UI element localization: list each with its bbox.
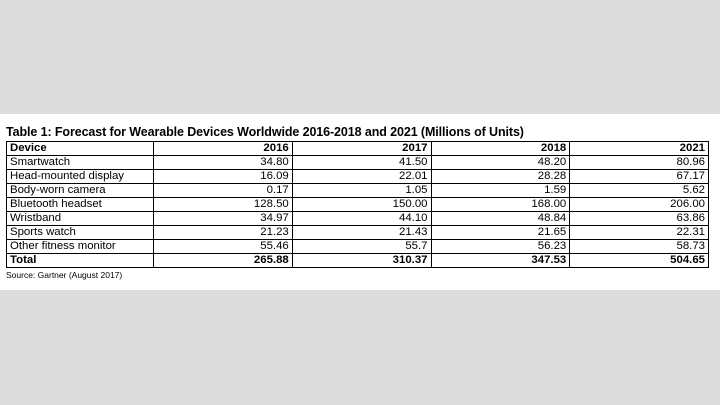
value-2021: 80.96 <box>569 155 709 170</box>
forecast-table: Device 2016 2017 2018 2021 Smartwatch 34… <box>6 141 709 268</box>
value-2021: 206.00 <box>569 197 709 212</box>
device-name: Other fitness monitor <box>6 239 154 254</box>
value-2018: 48.20 <box>430 155 571 170</box>
value-2017: 55.7 <box>291 239 432 254</box>
device-name: Bluetooth headset <box>6 197 154 212</box>
total-2016: 265.88 <box>153 253 293 268</box>
value-2016: 16.09 <box>153 169 293 184</box>
total-label: Total <box>6 253 154 268</box>
value-2017: 21.43 <box>291 225 432 240</box>
value-2016: 34.80 <box>153 155 293 170</box>
value-2017: 150.00 <box>291 197 432 212</box>
device-name: Smartwatch <box>6 155 154 170</box>
value-2021: 22.31 <box>569 225 709 240</box>
table-row: Bluetooth headset 128.50 150.00 168.00 2… <box>6 197 709 212</box>
device-name: Body-worn camera <box>6 183 154 198</box>
value-2016: 34.97 <box>153 211 293 226</box>
total-2021: 504.65 <box>569 253 709 268</box>
device-name: Head-mounted display <box>6 169 154 184</box>
header-2021: 2021 <box>569 141 709 156</box>
table-row: Sports watch 21.23 21.43 21.65 22.31 <box>6 225 709 240</box>
value-2017: 44.10 <box>291 211 432 226</box>
table-caption: Table 1: Forecast for Wearable Devices W… <box>6 125 524 139</box>
value-2018: 168.00 <box>430 197 571 212</box>
header-2017: 2017 <box>291 141 432 156</box>
source-note: Source: Gartner (August 2017) <box>6 270 123 280</box>
value-2018: 28.28 <box>430 169 571 184</box>
value-2021: 63.86 <box>569 211 709 226</box>
table-header-row: Device 2016 2017 2018 2021 <box>6 141 709 156</box>
value-2018: 56.23 <box>430 239 571 254</box>
table-row: Wristband 34.97 44.10 48.84 63.86 <box>6 211 709 226</box>
table-row: Head-mounted display 16.09 22.01 28.28 6… <box>6 169 709 184</box>
value-2021: 67.17 <box>569 169 709 184</box>
total-2018: 347.53 <box>430 253 571 268</box>
header-2018: 2018 <box>430 141 571 156</box>
header-device: Device <box>6 141 154 156</box>
value-2018: 48.84 <box>430 211 571 226</box>
value-2017: 22.01 <box>291 169 432 184</box>
total-2017: 310.37 <box>291 253 432 268</box>
value-2016: 21.23 <box>153 225 293 240</box>
table-row: Body-worn camera 0.17 1.05 1.59 5.62 <box>6 183 709 198</box>
value-2018: 1.59 <box>430 183 571 198</box>
table-row: Other fitness monitor 55.46 55.7 56.23 5… <box>6 239 709 254</box>
value-2017: 1.05 <box>291 183 432 198</box>
value-2016: 128.50 <box>153 197 293 212</box>
value-2016: 0.17 <box>153 183 293 198</box>
header-2016: 2016 <box>153 141 293 156</box>
total-row: Total 265.88 310.37 347.53 504.65 <box>6 253 709 268</box>
table-row: Smartwatch 34.80 41.50 48.20 80.96 <box>6 155 709 170</box>
device-name: Sports watch <box>6 225 154 240</box>
value-2021: 5.62 <box>569 183 709 198</box>
value-2017: 41.50 <box>291 155 432 170</box>
value-2016: 55.46 <box>153 239 293 254</box>
value-2018: 21.65 <box>430 225 571 240</box>
device-name: Wristband <box>6 211 154 226</box>
value-2021: 58.73 <box>569 239 709 254</box>
